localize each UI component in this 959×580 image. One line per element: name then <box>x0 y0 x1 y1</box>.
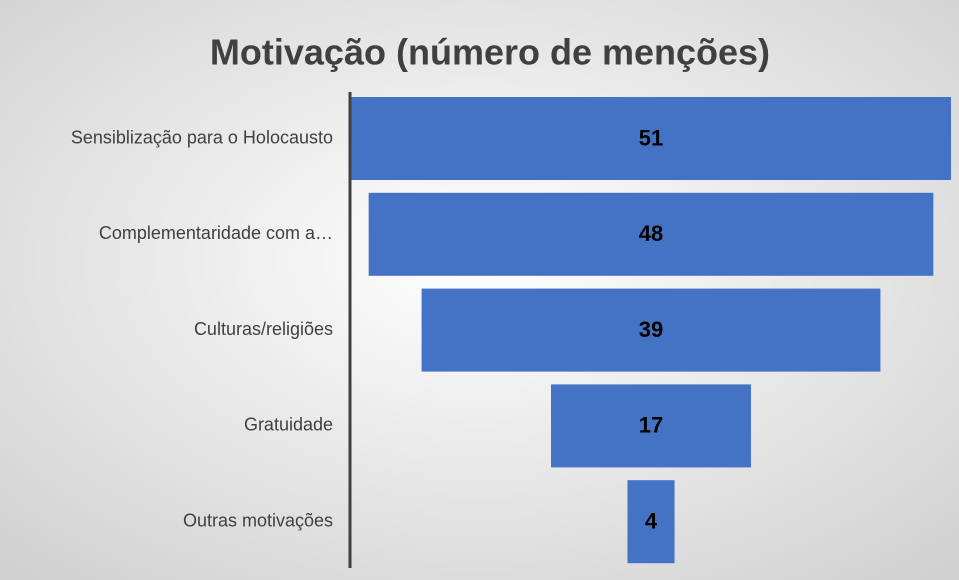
plot-area: 51 Sensiblização para o Holocausto 48 Compl… <box>71 97 951 564</box>
category-label: Outras motivações <box>183 510 333 530</box>
category-label: Culturas/religiões <box>194 319 333 339</box>
data-label: 51 <box>639 125 663 150</box>
data-label: 39 <box>639 317 663 342</box>
bar <box>351 97 951 180</box>
category-label: Complementaridade com a… <box>99 223 333 243</box>
data-label: 48 <box>639 221 663 246</box>
data-label: 4 <box>645 509 658 534</box>
bar <box>551 384 751 468</box>
bar <box>421 288 881 372</box>
category-label: Gratuidade <box>244 415 333 435</box>
category-label: Sensiblização para o Holocausto <box>71 127 333 147</box>
bar <box>627 480 675 564</box>
chart-title: Motivação (número de menções) <box>210 32 770 73</box>
bar <box>368 192 934 276</box>
data-label: 17 <box>639 413 663 438</box>
